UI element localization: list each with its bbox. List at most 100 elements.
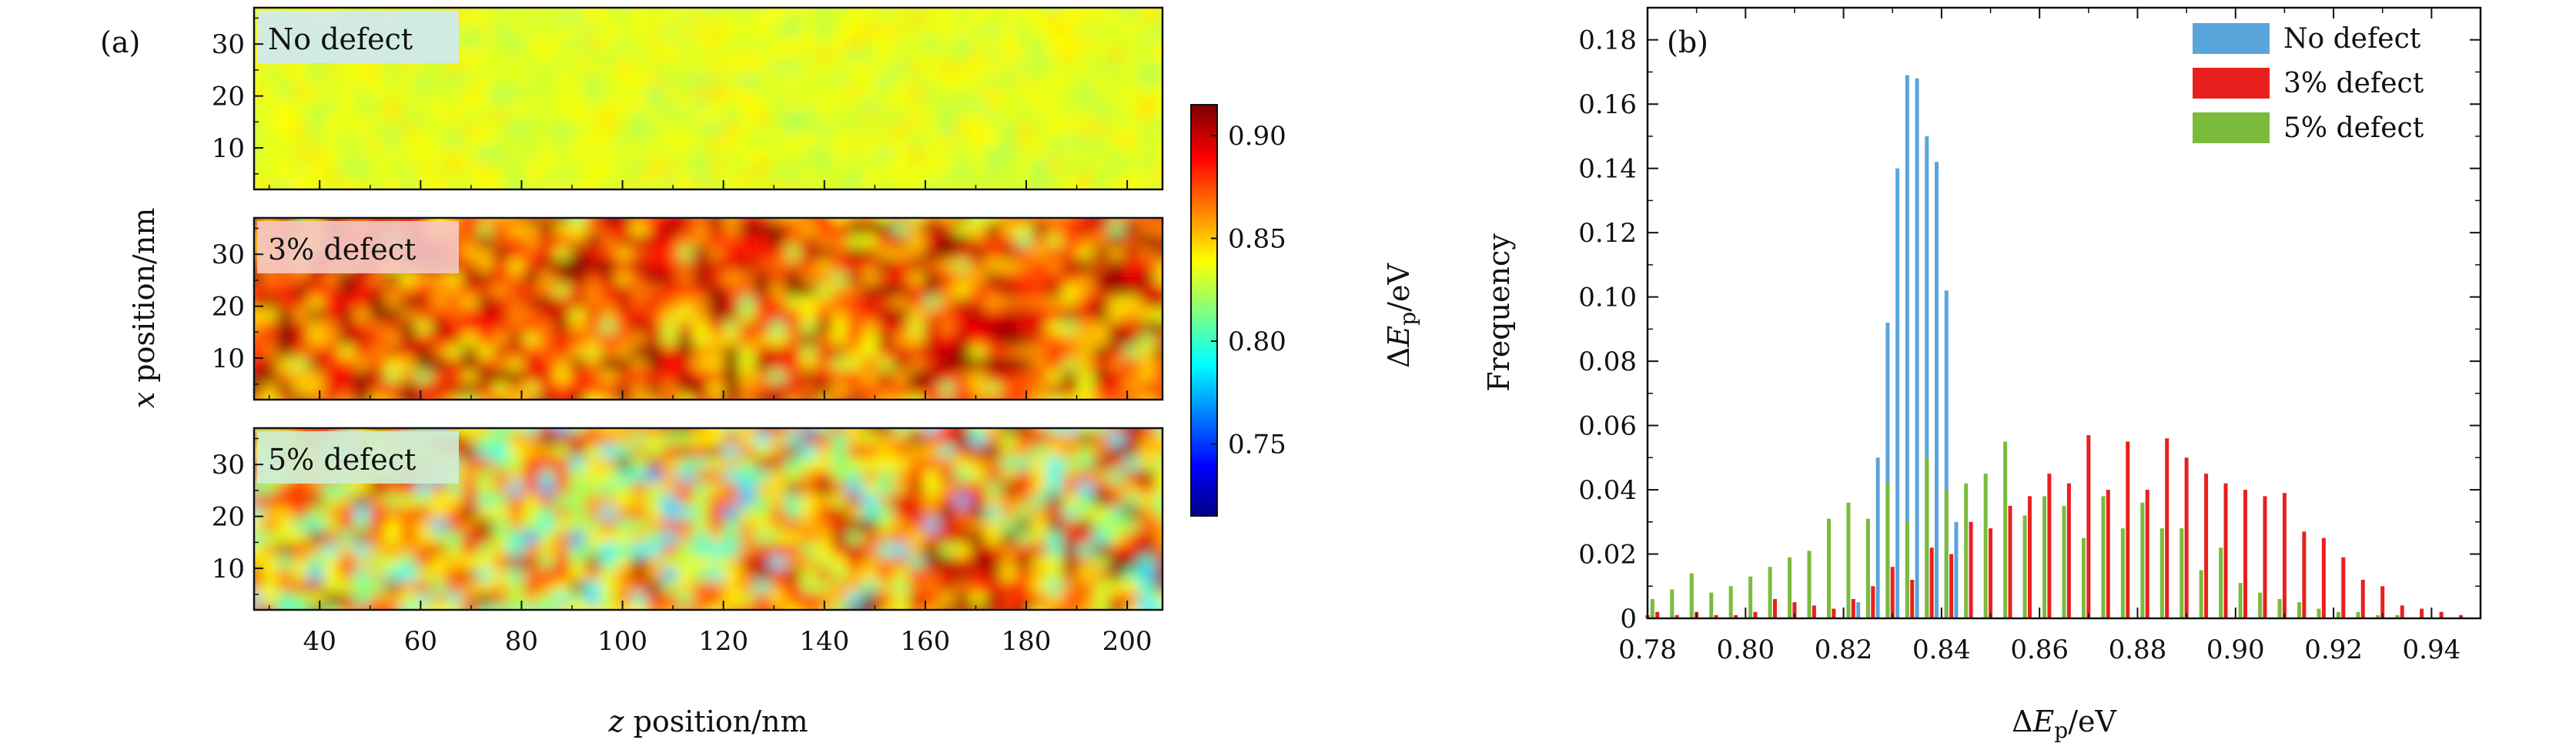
colorbar-segment: [1191, 450, 1217, 455]
histogram-bar: [2120, 528, 2125, 618]
histogram-bar: [1792, 602, 1797, 618]
colorbar-segment: [1191, 221, 1217, 226]
y-tick-label: 0.08: [1578, 347, 1637, 377]
histogram-bar: [2101, 496, 2106, 618]
panel-b: 0 0.02 0.04 0.06 0.08 0.10 0.12 0.14 0.16 0.18 0.…: [1482, 6, 2482, 743]
histogram-bar: [1983, 474, 1988, 618]
histogram-bar: [2140, 502, 2145, 618]
y-tick-label: 0.16: [1578, 89, 1637, 120]
histogram-bar: [2263, 496, 2267, 618]
histogram-bar: [2258, 592, 2263, 618]
histogram-bar: [1949, 554, 1954, 618]
colorbar-segment: [1191, 423, 1217, 428]
histogram-bar: [1944, 290, 1949, 618]
histogram-bar: [2459, 614, 2464, 618]
colorbar-segment: [1191, 358, 1217, 363]
colorbar-segment: [1191, 231, 1217, 236]
legend-label: 5% defect: [2283, 112, 2424, 144]
histogram-bar: [1929, 547, 1934, 618]
colorbar-segment: [1191, 235, 1217, 239]
histogram-bar: [2302, 531, 2307, 618]
y-tick-label: 0.12: [1578, 218, 1637, 249]
colorbar-segment: [1191, 413, 1217, 417]
colorbar-segment: [1191, 403, 1217, 407]
y-tick-label: 0.06: [1578, 411, 1637, 442]
x-tick-label: 0.94: [2403, 634, 2461, 665]
colorbar-segment: [1191, 375, 1217, 380]
colorbar-segment: [1191, 337, 1217, 343]
histogram-bar: [1885, 483, 1890, 618]
y-tick-label: 0.18: [1578, 25, 1637, 56]
heatmap-label-box: [257, 221, 459, 273]
histogram-bar: [2400, 605, 2404, 618]
histogram-bar: [1875, 457, 1880, 618]
x-tick-label: 0.82: [1815, 634, 1873, 665]
x-tick-label: 0.90: [2206, 634, 2265, 665]
colorbar-segment: [1191, 166, 1217, 171]
histogram-bar: [2219, 547, 2223, 618]
histogram-bar: [1856, 602, 1861, 618]
colorbar-segment: [1191, 105, 1217, 109]
histogram-bar: [1788, 557, 1792, 618]
histogram-bar: [1925, 457, 1929, 618]
heatmap-frame: [253, 427, 1164, 611]
colorbar-segment: [1191, 142, 1217, 147]
colorbar-segment: [1191, 330, 1217, 336]
colorbar-segment: [1191, 255, 1217, 260]
colorbar-segment: [1191, 197, 1217, 202]
colorbar-segment: [1191, 484, 1217, 490]
histogram-bar: [1709, 592, 1714, 618]
colorbar-segment: [1191, 471, 1217, 476]
colorbar-segment: [1191, 406, 1217, 411]
colorbar-segment: [1191, 129, 1217, 133]
colorbar-segment: [1191, 488, 1217, 493]
colorbar-segment: [1191, 385, 1217, 390]
colorbar-segment: [1191, 399, 1217, 404]
y-tick-label: 20: [212, 502, 245, 533]
colorbar-segment: [1191, 341, 1217, 346]
histogram-bar: [1655, 611, 1660, 618]
histogram-bar: [2126, 441, 2130, 618]
colorbar-segment: [1191, 183, 1217, 188]
colorbar-segment: [1191, 306, 1217, 311]
histogram-bar: [1689, 573, 1694, 618]
histogram-bar: [1772, 598, 1777, 618]
colorbar-segment: [1191, 132, 1217, 137]
histogram-bar: [1871, 586, 1875, 618]
series-5-defect: [1650, 441, 2400, 618]
colorbar-segment: [1191, 262, 1217, 267]
colorbar-segment: [1191, 228, 1217, 233]
histogram-bar: [1812, 605, 1816, 618]
colorbar-segment: [1191, 310, 1217, 315]
legend-swatch: [2193, 23, 2270, 54]
colorbar-tick-label: 0.85: [1228, 224, 1286, 255]
colorbar-segment: [1191, 293, 1217, 298]
histogram-bar: [1753, 611, 1758, 618]
histogram-legend: No defect 3% defect 5% defect: [2193, 23, 2424, 144]
colorbar-segment: [1191, 420, 1217, 424]
colorbar-segment: [1191, 498, 1217, 504]
histogram-bar: [1650, 598, 1654, 618]
colorbar-segment: [1191, 204, 1217, 209]
colorbar-segment: [1191, 512, 1217, 517]
y-tick-label: 20: [212, 292, 245, 323]
histogram-bar: [2062, 505, 2066, 618]
histogram-bar: [1989, 528, 1993, 618]
histogram-bar: [1890, 567, 1895, 618]
colorbar-segment: [1191, 122, 1217, 126]
colorbar-segment: [1191, 320, 1217, 325]
colorbar-segment: [1191, 156, 1217, 161]
colorbar-segment: [1191, 410, 1217, 414]
y-tick-label: 20: [212, 82, 245, 112]
colorbar-segment: [1191, 361, 1217, 367]
colorbar-segment: [1191, 290, 1217, 294]
heatmap-frame: [253, 216, 1164, 401]
colorbar-segment: [1191, 108, 1217, 112]
histogram-bars: [1645, 75, 2464, 619]
colorbar-segment: [1191, 365, 1217, 370]
colorbar-segment: [1191, 179, 1217, 185]
colorbar-tick-label: 0.90: [1228, 121, 1286, 152]
colorbar-segment: [1191, 146, 1217, 150]
histogram-bar: [1832, 608, 1836, 618]
colorbar-segment: [1191, 210, 1217, 216]
